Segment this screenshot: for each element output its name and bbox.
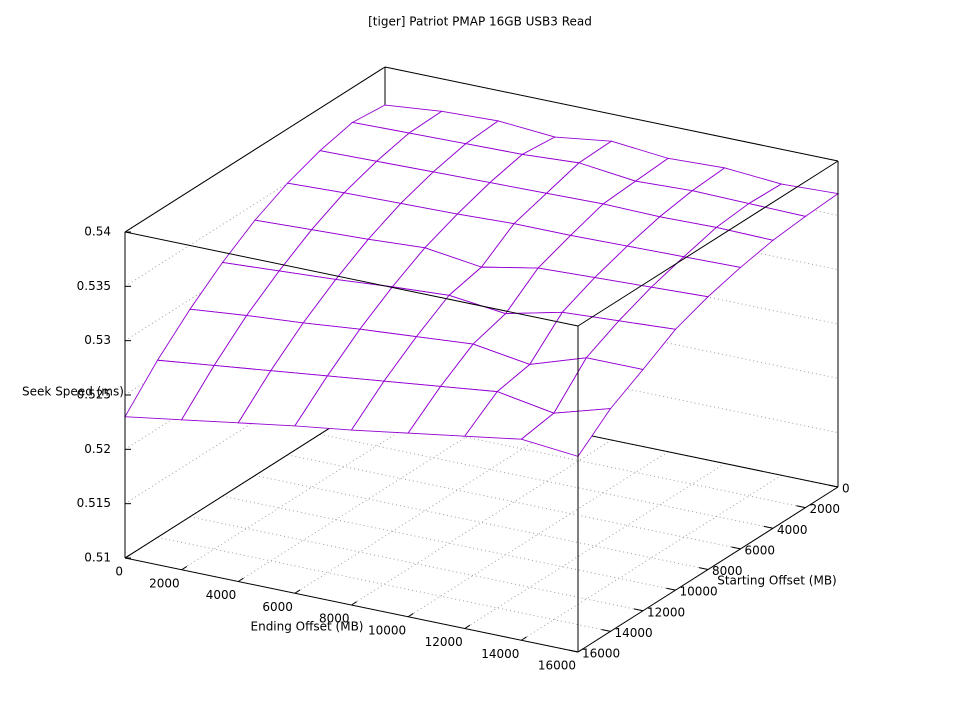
z-grid-line [124,338,839,505]
z-tick-label: 0.54 [84,225,111,239]
x-tick-label: 0 [115,565,123,579]
x-tick-label: 14000 [481,647,519,661]
z-tick-label: 0.525 [77,388,111,402]
y-tick [698,567,709,570]
x-tick [124,554,131,559]
x-grid-line [464,463,726,629]
y-tick-label: 8000 [712,564,743,578]
box-edge [384,66,839,162]
chart-title: [tiger] Patriot PMAP 16GB USB3 Read [368,15,592,29]
z-tick-label: 0.515 [77,496,111,510]
y-tick [731,546,741,550]
y-grid-line [254,475,709,570]
y-tick-label: 16000 [582,647,620,661]
x-grid-line [237,416,499,582]
y-tick [796,505,806,509]
x-tick [351,601,357,606]
x-tick-label: 8000 [319,612,350,626]
x-axis-label: Ending Offset (MB) [251,620,364,634]
y-tick-label: 4000 [777,523,808,537]
y-grid-line [157,536,611,632]
z-tick-label: 0.51 [84,551,111,565]
y-tick-label: 12000 [647,605,685,619]
box-edge [124,66,386,233]
y-tick [828,484,839,488]
x-grid-line [294,427,556,594]
box-edge [124,231,579,327]
y-tick-label: 6000 [745,543,776,557]
x-tick-label: 10000 [368,623,406,637]
y-tick-label: 0 [842,482,850,496]
y-tick [763,525,774,529]
x-tick-label: 16000 [538,659,576,673]
x-tick-label: 4000 [206,588,237,602]
y-tick-label: 14000 [615,626,653,640]
box-edge [577,160,839,327]
z-tick-label: 0.52 [84,442,111,456]
x-grid-line [407,451,669,618]
y-axis-label: Starting Offset (MB) [717,574,837,588]
z-axis-label: Seek Speed (ms) [22,385,124,399]
y-tick [633,608,644,612]
y-tick-label: 2000 [810,502,841,516]
x-grid-line [521,474,782,641]
x-tick [294,589,301,594]
y-grid-line [189,516,644,612]
x-tick [577,648,584,653]
x-tick [181,566,188,571]
y-tick-label: 10000 [680,585,718,599]
x-grid-line [351,439,612,606]
y-tick [568,649,579,653]
x-tick [521,636,527,641]
z-tick-label: 0.53 [84,333,111,347]
z-grid-line [124,283,839,450]
y-grid-line [287,454,741,550]
y-tick [601,629,611,632]
x-grid-line [181,404,442,571]
x-tick [407,613,414,618]
x-tick [237,577,244,582]
z-tick-label: 0.535 [77,279,111,293]
x-tick-label: 6000 [262,600,293,614]
y-tick [666,587,676,591]
x-tick-label: 2000 [149,576,180,590]
x-tick [464,624,471,629]
x-tick-label: 12000 [425,635,463,649]
